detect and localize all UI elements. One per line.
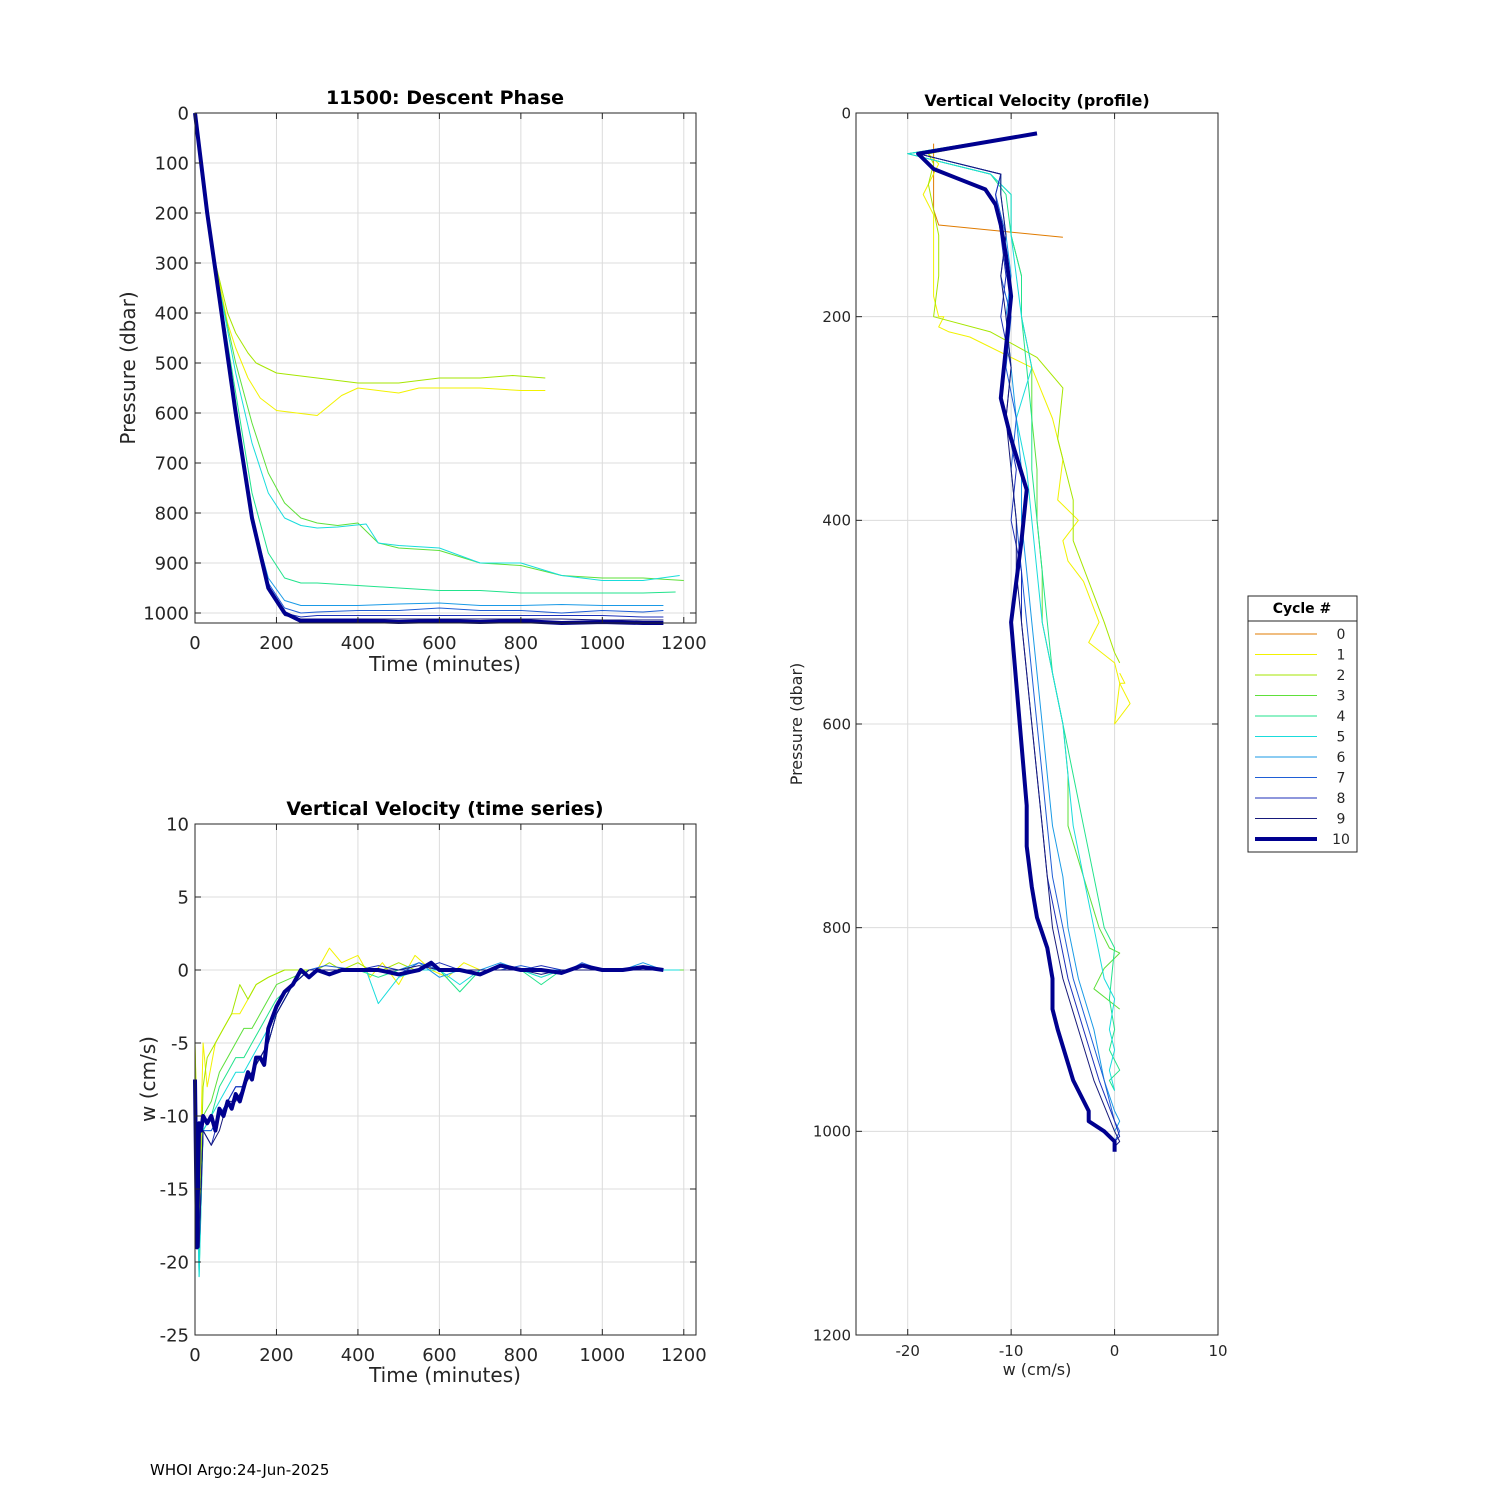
x-tick-label: 400 [341,1345,375,1366]
legend-label-cycle-10: 10 [1332,832,1350,848]
y-tick-label: 900 [155,553,189,574]
profile-xlabel: w (cm/s) [1003,1360,1072,1379]
timeseries-ylabel: w (cm/s) [136,1036,160,1122]
timeseries-axes-box [194,823,697,1336]
y-tick-label: -10 [160,1106,189,1127]
x-tick-label: 10 [1208,1342,1227,1360]
y-tick-label: -5 [171,1033,189,1054]
descent-title: 11500: Descent Phase [326,87,564,109]
x-tick-label: 400 [341,633,375,654]
series-line-cycle-4 [907,132,1121,1091]
x-tick-label: 800 [504,1345,538,1366]
x-tick-label: 0 [189,1345,200,1366]
descent-axes-box [194,112,697,624]
series-line-cycle-9 [917,132,1121,1147]
x-tick-label: 200 [259,633,293,654]
y-tick-label: -15 [160,1179,189,1200]
series-line-cycle-2 [927,132,1121,664]
descent-xlabel: Time (minutes) [368,652,521,676]
y-tick-label: 400 [155,303,189,324]
y-tick-label: 300 [155,253,189,274]
x-tick-label: 1200 [661,1345,707,1366]
x-tick-label: -20 [895,1342,920,1360]
y-tick-label: 0 [841,104,851,122]
series-line-cycle-5 [194,112,680,581]
timeseries-title: Vertical Velocity (time series) [286,798,603,820]
x-tick-label: 200 [259,1345,293,1366]
y-tick-label: 100 [155,153,189,174]
x-tick-label: 1000 [579,633,625,654]
y-tick-label: 5 [178,887,189,908]
x-tick-label: 600 [422,1345,456,1366]
legend-label-cycle-7: 7 [1337,771,1346,787]
y-tick-label: 700 [155,453,189,474]
series-line-cycle-10 [916,131,1117,1152]
legend: Cycle # 0 1 2 3 4 5 6 7 8 9 10 [1247,595,1358,853]
descent-ylabel: Pressure (dbar) [116,291,140,444]
series-line-cycle-4 [194,112,676,594]
footer-text: WHOI Argo:24-Jun-2025 [150,1461,330,1479]
legend-label-cycle-0: 0 [1337,627,1346,643]
descent-ticks: 0 200 400 600 800 1000 1200 0 100 200 300 400 500 600… [143,103,706,654]
x-tick-label: 1200 [661,633,707,654]
y-tick-label: 200 [155,203,189,224]
legend-label-cycle-2: 2 [1337,668,1346,684]
y-tick-label: 500 [155,353,189,374]
legend-label-cycle-9: 9 [1337,812,1346,828]
legend-items: 0 1 2 3 4 5 6 7 8 9 10 [1255,627,1350,848]
y-tick-label: 400 [822,512,851,530]
series-line-cycle-2 [194,112,546,384]
descent-phase-axes: 0 200 400 600 800 1000 1200 0 100 200 300 400 500 600… [116,87,707,676]
legend-label-cycle-1: 1 [1337,648,1346,664]
x-tick-label: 1000 [579,1345,625,1366]
timeseries-ticks: 0 200 400 600 800 1000 1200 10 5 0 -5 -10 -15 -20 -25 [160,814,707,1366]
y-tick-label: 0 [178,960,189,981]
legend-label-cycle-3: 3 [1337,689,1346,705]
x-tick-label: 0 [189,633,200,654]
y-tick-label: -20 [160,1252,189,1273]
legend-label-cycle-4: 4 [1337,709,1346,725]
series-line-cycle-1 [194,112,546,416]
y-tick-label: 10 [166,814,189,835]
descent-grid [194,112,696,623]
y-tick-label: 1000 [143,603,189,624]
profile-title: Vertical Velocity (profile) [924,91,1149,110]
y-tick-label: -25 [160,1325,189,1346]
profile-ylabel: Pressure (dbar) [787,663,806,786]
legend-box [1247,595,1358,853]
legend-label-cycle-8: 8 [1337,791,1346,807]
series-line-cycle-10 [193,960,664,1250]
y-tick-label: 200 [822,308,851,326]
timeseries-plot-area [195,824,696,1335]
descent-plot-area [195,113,696,623]
timeseries-xlabel: Time (minutes) [368,1363,521,1387]
x-tick-label: 0 [1110,1342,1120,1360]
y-tick-label: 600 [822,715,851,733]
descent-series [193,112,684,625]
y-tick-label: 1200 [813,1326,851,1344]
x-tick-label: 800 [504,633,538,654]
y-tick-label: 1000 [813,1123,851,1141]
legend-label-cycle-5: 5 [1337,730,1346,746]
velocity-timeseries-axes: 0 200 400 600 800 1000 12001050-5-10-15-20-25 … [136,798,707,1387]
legend-label-cycle-6: 6 [1337,750,1346,766]
series-line-cycle-5 [907,132,1116,1091]
x-tick-label: -10 [999,1342,1024,1360]
timeseries-series [193,947,684,1278]
y-tick-label: 800 [822,919,851,937]
y-tick-label: 0 [178,103,189,124]
legend-title: Cycle # [1273,601,1332,617]
y-tick-label: 800 [155,503,189,524]
x-tick-label: 600 [422,633,456,654]
profile-series [907,131,1131,1152]
y-tick-label: 600 [155,403,189,424]
